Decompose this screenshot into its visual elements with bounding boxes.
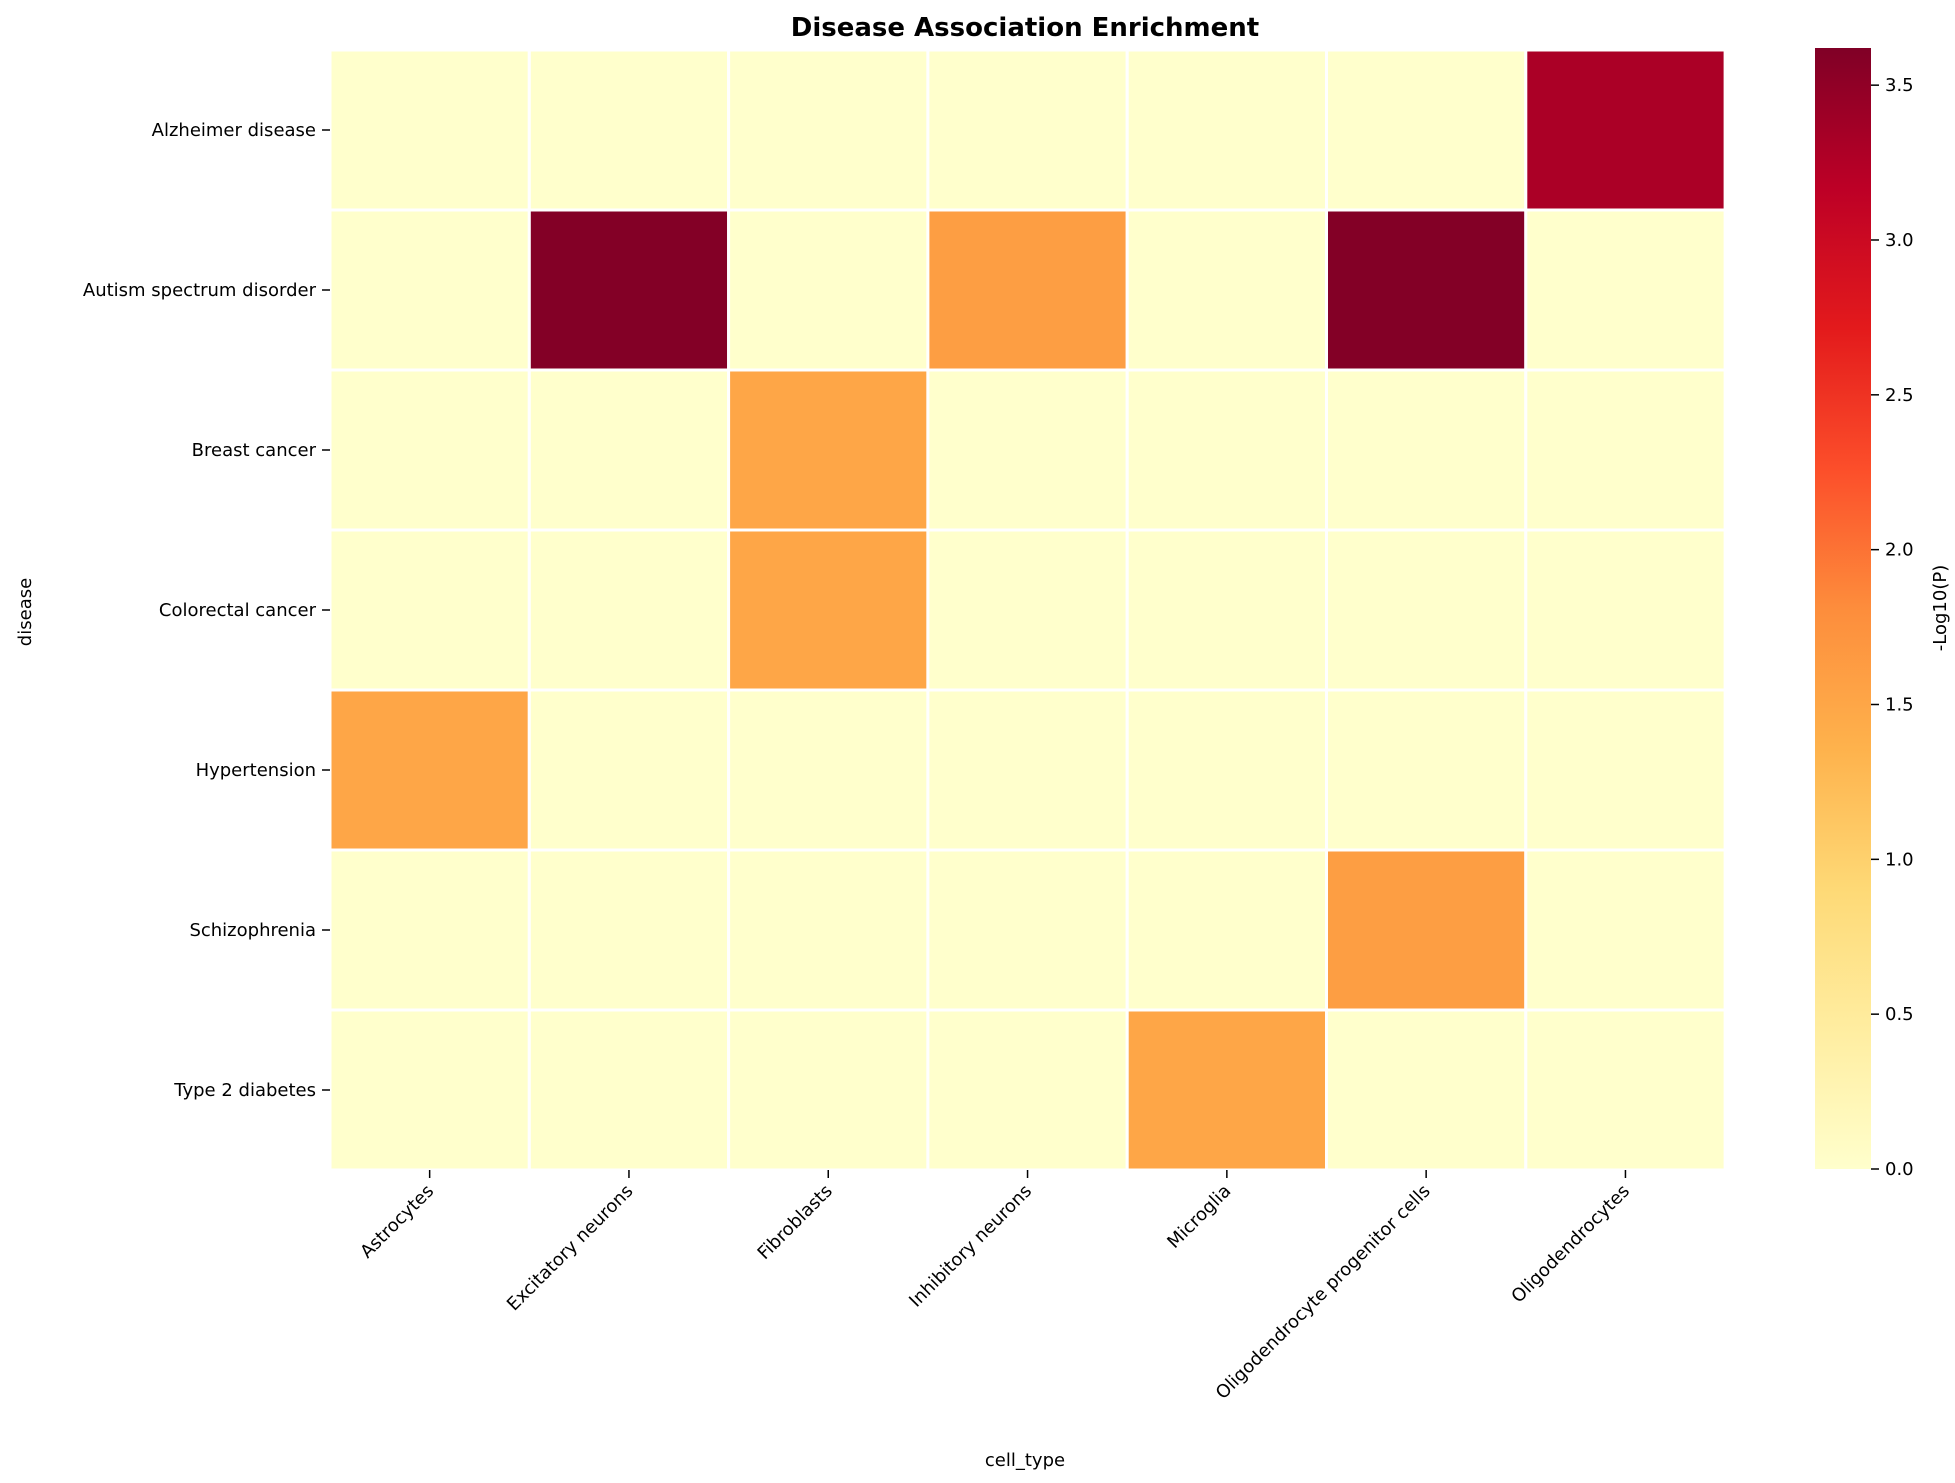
heatmap-cells (328, 48, 1727, 1172)
heatmap-cell (527, 1008, 731, 1172)
heatmap-cell (1125, 848, 1328, 1012)
heatmap-cell (1524, 848, 1727, 1012)
colorbar-tick-label: 2.5 (1885, 385, 1914, 406)
heatmap-cell (926, 48, 1129, 212)
x-tick-label: Astrocytes (356, 1181, 438, 1263)
y-tick-label: Type 2 diabetes (173, 1080, 316, 1101)
colorbar-tick-label: 1.5 (1885, 694, 1914, 715)
heatmap-cell (1325, 528, 1528, 692)
heatmap-cell (1524, 528, 1727, 692)
heatmap-cell (926, 528, 1129, 692)
heatmap-cell (1125, 368, 1328, 532)
heatmap-cell (1125, 688, 1328, 852)
heatmap-cell (727, 1008, 930, 1172)
x-tick-label: Fibroblasts (754, 1181, 837, 1264)
heatmap-cell (1125, 48, 1328, 212)
heatmap-cell (328, 208, 531, 372)
x-tick-label: Inhibitory neurons (905, 1181, 1036, 1312)
colorbar-tick-label: 2.0 (1885, 540, 1914, 561)
heatmap-cell (527, 688, 731, 852)
colorbar-tick-label: 3.0 (1885, 230, 1914, 251)
heatmap-cell (1325, 688, 1528, 852)
heatmap-cell (727, 688, 930, 852)
x-tick-label: Oligodendrocytes (1507, 1181, 1634, 1308)
heatmap-cell (1325, 48, 1528, 212)
heatmap-cell (328, 688, 531, 852)
y-axis-ticks: Alzheimer disease Autism spectrum disorde… (83, 120, 330, 1101)
heatmap-cell (328, 1008, 531, 1172)
heatmap-cell (1524, 368, 1727, 532)
y-tick-label: Autism spectrum disorder (83, 280, 317, 301)
heatmap-cell (527, 528, 731, 692)
heatmap-cell (926, 368, 1129, 532)
colorbar-tick-label: 1.0 (1885, 849, 1914, 870)
heatmap-cell (1325, 208, 1528, 372)
y-tick-label: Alzheimer disease (152, 120, 316, 141)
y-tick-label: Breast cancer (192, 440, 317, 461)
colorbar-label: -Log10(P) (1930, 565, 1951, 651)
heatmap-cell (1524, 208, 1727, 372)
heatmap-cell (328, 48, 531, 212)
colorbar-tick-label: 0.0 (1885, 1159, 1914, 1180)
heatmap-cell (1524, 48, 1727, 212)
chart-title: Disease Association Enrichment (791, 13, 1259, 43)
heatmap-cell (328, 368, 531, 532)
heatmap-cell (328, 848, 531, 1012)
heatmap-cell (727, 208, 930, 372)
heatmap-cell (527, 48, 731, 212)
heatmap-cell (1524, 1008, 1727, 1172)
heatmap-cell (926, 1008, 1129, 1172)
heatmap-cell (1125, 528, 1328, 692)
colorbar (1815, 48, 1871, 1169)
x-tick-label: Excitatory neurons (503, 1181, 638, 1316)
heatmap-cell (1325, 848, 1528, 1012)
y-axis-label: disease (15, 578, 36, 646)
heatmap-cell (926, 208, 1129, 372)
heatmap-cell (727, 848, 930, 1012)
heatmap-cell (926, 848, 1129, 1012)
x-axis-ticks: Astrocytes Excitatory neurons Fibroblasts I… (356, 1170, 1634, 1404)
heatmap-cell (328, 528, 531, 692)
heatmap-cell (1125, 208, 1328, 372)
heatmap-cell (727, 48, 930, 212)
colorbar-ticks: 0.0 0.5 1.0 1.5 2.0 2.5 3.0 3.5 (1871, 75, 1914, 1180)
x-tick-label: Oligodendrocyte progenitor cells (1212, 1181, 1435, 1404)
heatmap-cell (727, 528, 930, 692)
heatmap-cell (727, 368, 930, 532)
x-tick-label: Microglia (1163, 1181, 1235, 1253)
x-axis-label: cell_type (985, 1450, 1065, 1471)
y-tick-label: Colorectal cancer (159, 600, 317, 621)
heatmap-cell (1325, 1008, 1528, 1172)
y-tick-label: Schizophrenia (189, 920, 316, 941)
heatmap-cell (1125, 1008, 1328, 1172)
heatmap-cell (527, 368, 731, 532)
heatmap-cell (1325, 368, 1528, 532)
heatmap-cell (1524, 688, 1727, 852)
heatmap-cell (527, 208, 731, 372)
y-tick-label: Hypertension (196, 760, 316, 781)
colorbar-tick-label: 3.5 (1885, 75, 1914, 96)
heatmap-cell (527, 848, 731, 1012)
colorbar-tick-label: 0.5 (1885, 1004, 1914, 1025)
heatmap-cell (926, 688, 1129, 852)
